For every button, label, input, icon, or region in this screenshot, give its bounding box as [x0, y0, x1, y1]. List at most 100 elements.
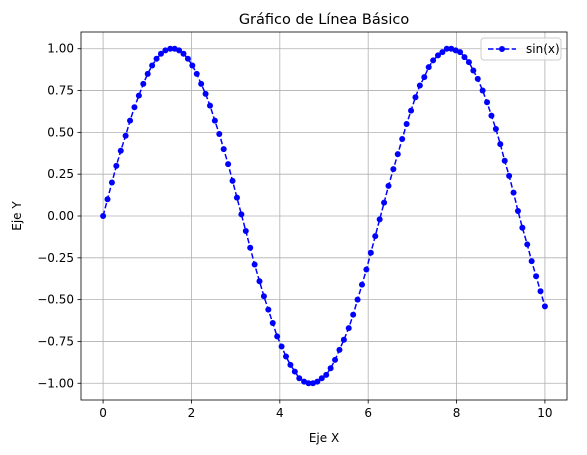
x-tick-label: 6 [364, 406, 372, 420]
y-tick-label: 0.75 [47, 84, 74, 98]
data-point [279, 343, 285, 349]
data-point [181, 51, 187, 57]
data-point [225, 161, 231, 167]
data-point [386, 183, 392, 189]
data-point [136, 93, 142, 99]
x-tick-label: 2 [188, 406, 196, 420]
y-axis-label: Eje Y [10, 201, 24, 231]
data-point [457, 49, 463, 55]
data-point [336, 347, 342, 353]
data-point [377, 216, 383, 222]
data-point [502, 158, 508, 164]
data-point [488, 113, 494, 119]
data-point [515, 208, 521, 214]
data-point [475, 76, 481, 82]
data-point [421, 74, 427, 80]
data-point [113, 163, 119, 169]
data-point [198, 81, 204, 87]
data-point [145, 71, 151, 77]
data-point [265, 307, 271, 313]
data-point [230, 178, 236, 184]
data-point [506, 173, 512, 179]
y-tick-label: 1.00 [47, 42, 74, 56]
data-point [480, 88, 486, 94]
y-tick-label: 0.00 [47, 209, 74, 223]
data-point [189, 62, 195, 68]
x-tick-label: 10 [537, 406, 552, 420]
data-point [341, 337, 347, 343]
data-point [404, 121, 410, 127]
data-point [524, 241, 530, 247]
data-point [212, 118, 218, 124]
data-point [118, 148, 124, 154]
y-tick-label: −1.00 [37, 376, 74, 390]
data-point [359, 282, 365, 288]
data-point [252, 262, 258, 268]
x-tick-label: 8 [453, 406, 461, 420]
data-point [105, 196, 111, 202]
y-tick-label: 0.25 [47, 167, 74, 181]
data-point [287, 362, 293, 368]
data-point [542, 303, 548, 309]
data-point [109, 180, 115, 186]
data-point [185, 56, 191, 62]
data-point [519, 225, 525, 231]
data-point [426, 64, 432, 70]
y-tick-label: 0.50 [47, 125, 74, 139]
data-point [149, 62, 155, 68]
data-point [140, 81, 146, 87]
data-point [323, 372, 329, 378]
x-axis-label: Eje X [309, 431, 339, 445]
data-point [395, 151, 401, 157]
data-point [355, 297, 361, 303]
chart-title: Gráfico de Línea Básico [239, 12, 410, 28]
data-point [511, 190, 517, 196]
data-point [372, 233, 378, 239]
data-point [466, 59, 472, 65]
data-point [261, 293, 267, 299]
data-point [292, 369, 298, 375]
y-tick-label: −0.25 [37, 251, 74, 265]
data-point [127, 118, 133, 124]
data-point [216, 131, 222, 137]
data-point [243, 228, 249, 234]
data-point [270, 320, 276, 326]
data-point [497, 141, 503, 147]
data-point [529, 258, 535, 264]
legend: sin(x) [481, 38, 561, 60]
data-point [368, 250, 374, 256]
y-tick-label: −0.75 [37, 334, 74, 348]
data-point [346, 325, 352, 331]
data-point [408, 108, 414, 114]
data-point [256, 278, 262, 284]
data-point [238, 211, 244, 217]
data-point [283, 354, 289, 360]
data-point [533, 273, 539, 279]
x-tick-label: 4 [276, 406, 284, 420]
legend-marker-sample [499, 46, 505, 52]
data-point [332, 357, 338, 363]
data-point [207, 103, 213, 109]
data-point [363, 267, 369, 273]
data-point [484, 99, 490, 105]
data-point [417, 83, 423, 89]
data-point [390, 166, 396, 172]
data-point [234, 195, 240, 201]
data-point [381, 200, 387, 206]
data-point [537, 288, 543, 294]
data-point [399, 136, 405, 142]
data-point [203, 91, 209, 97]
y-tick-label: −0.50 [37, 293, 74, 307]
legend-entry-sin-x: sin(x) [526, 42, 560, 56]
data-point [328, 365, 334, 371]
data-point [123, 133, 129, 139]
data-point [154, 56, 160, 62]
data-point [493, 126, 499, 132]
data-point [430, 57, 436, 63]
data-point [100, 213, 106, 219]
data-point [274, 333, 280, 339]
data-point [194, 71, 200, 77]
data-point [470, 67, 476, 73]
